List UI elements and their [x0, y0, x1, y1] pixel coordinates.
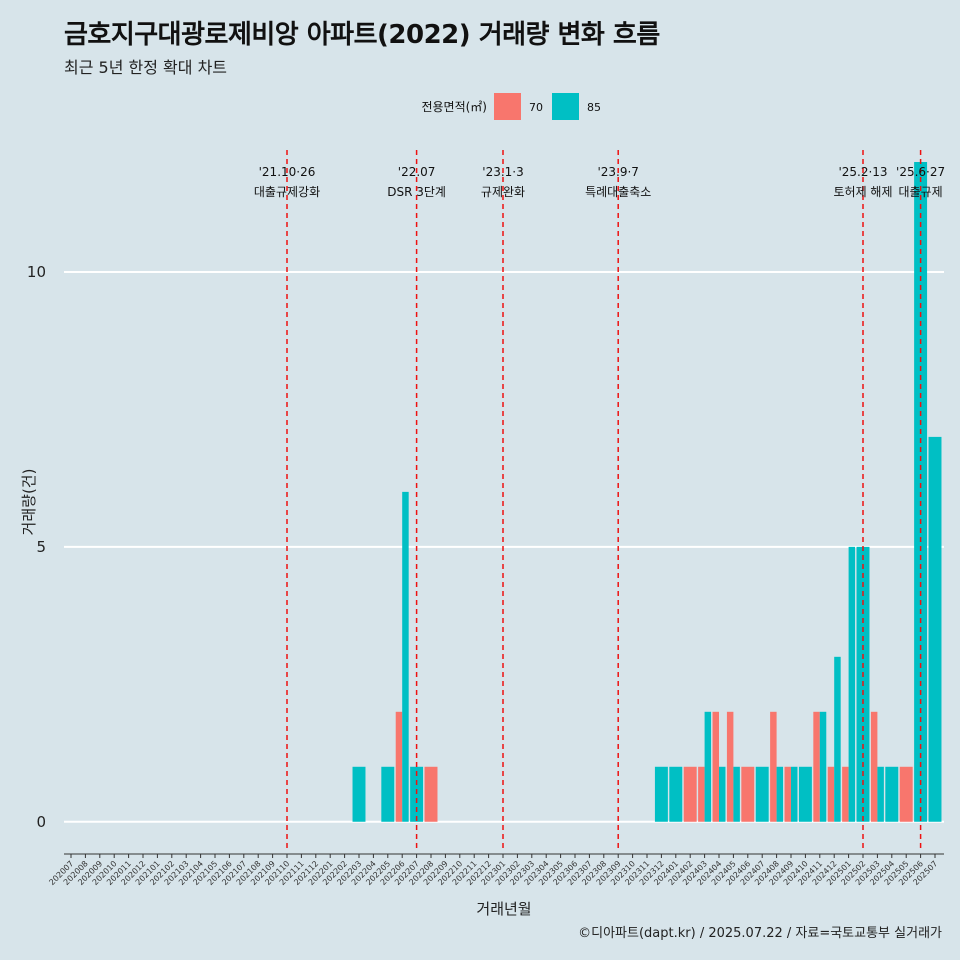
bar-202504-85: [885, 766, 899, 822]
event-lines: '21.10·26 대출규제강화 '22.07 DSR 3단계 '23.1·3 규제완화 '…: [254, 150, 945, 852]
bar-202401-85: [669, 766, 683, 822]
bar-202503-70: [870, 711, 878, 822]
gridlines: [64, 270, 944, 823]
event-date: '25.6·27: [896, 165, 945, 179]
bar-202408-70: [770, 711, 777, 822]
caption: ©디아파트(dapt.kr) / 2025.07.22 / 자료=국토교통부 실…: [578, 926, 942, 941]
event-date: '23.1·3: [482, 165, 523, 179]
legend-swatch-85: [552, 93, 579, 120]
bar-202402-70: [683, 766, 697, 822]
event-date: '21.10·26: [259, 165, 316, 179]
event-label: 규제완화: [481, 185, 525, 199]
event-date: '23.9·7: [597, 165, 638, 179]
x-axis: 2020072020082020092020102020112020122021…: [47, 853, 944, 887]
bar-202410-85: [798, 766, 812, 822]
legend-swatch-70: [494, 93, 521, 120]
bar-202412-70: [827, 766, 835, 822]
event-date: '25.2·13: [838, 165, 887, 179]
bar-202207-85: [410, 766, 424, 822]
y-tick-label: 5: [36, 538, 46, 556]
legend-label-70: 70: [529, 101, 543, 114]
bar-202404-85: [719, 766, 726, 822]
bar-202203-85: [352, 766, 366, 822]
bar-202412-85: [834, 656, 841, 822]
bar-202405-85: [733, 766, 740, 822]
event-label: 대출규제강화: [254, 185, 320, 199]
legend-label-85: 85: [587, 101, 601, 114]
bar-202208-70: [424, 766, 438, 822]
y-axis-title: 거래량(건): [20, 469, 38, 536]
legend: 전용면적(㎡) 70 85: [421, 93, 601, 120]
bar-202206-85: [402, 491, 409, 822]
chart-title: 금호지구대광로제비앙 아파트(2022) 거래량 변화 흐름: [64, 20, 660, 50]
bar-202206-70: [395, 711, 403, 822]
bar-202501-70: [842, 766, 849, 822]
bar-202404-70: [712, 711, 719, 822]
bar-202411-70: [813, 711, 820, 822]
bar-202505-70: [899, 766, 913, 822]
bar-202312-85: [654, 766, 668, 822]
y-tick-label: 0: [36, 813, 46, 831]
legend-title: 전용면적(㎡): [421, 100, 487, 114]
event-label: 특례대출축소: [585, 185, 651, 199]
bar-202403-70: [698, 766, 705, 822]
bar-202501-85: [848, 546, 856, 822]
bar-202406-70: [741, 766, 755, 822]
bar-202403-85: [704, 711, 712, 822]
bar-202408-85: [776, 766, 784, 822]
bar-202205-85: [381, 766, 395, 822]
event-date: '22.07: [398, 165, 436, 179]
bar-202409-70: [784, 766, 791, 822]
bar-202507-85: [928, 436, 942, 822]
event-label: 토허제 해제: [833, 185, 892, 199]
y-axis: 0 5 10: [27, 263, 46, 831]
bar-202503-85: [877, 766, 884, 822]
bar-202409-85: [791, 766, 798, 822]
bar-202411-85: [819, 711, 827, 822]
bar-202506-85: [914, 161, 928, 822]
bar-202405-70: [726, 711, 734, 822]
bar-202407-85: [755, 766, 769, 822]
bars: [352, 161, 942, 822]
x-axis-title: 거래년월: [476, 900, 531, 918]
y-tick-label: 10: [27, 263, 46, 281]
event-label: 대출규제: [899, 185, 943, 199]
event-label: DSR 3단계: [387, 185, 446, 199]
chart-subtitle: 최근 5년 한정 확대 차트: [64, 58, 228, 77]
